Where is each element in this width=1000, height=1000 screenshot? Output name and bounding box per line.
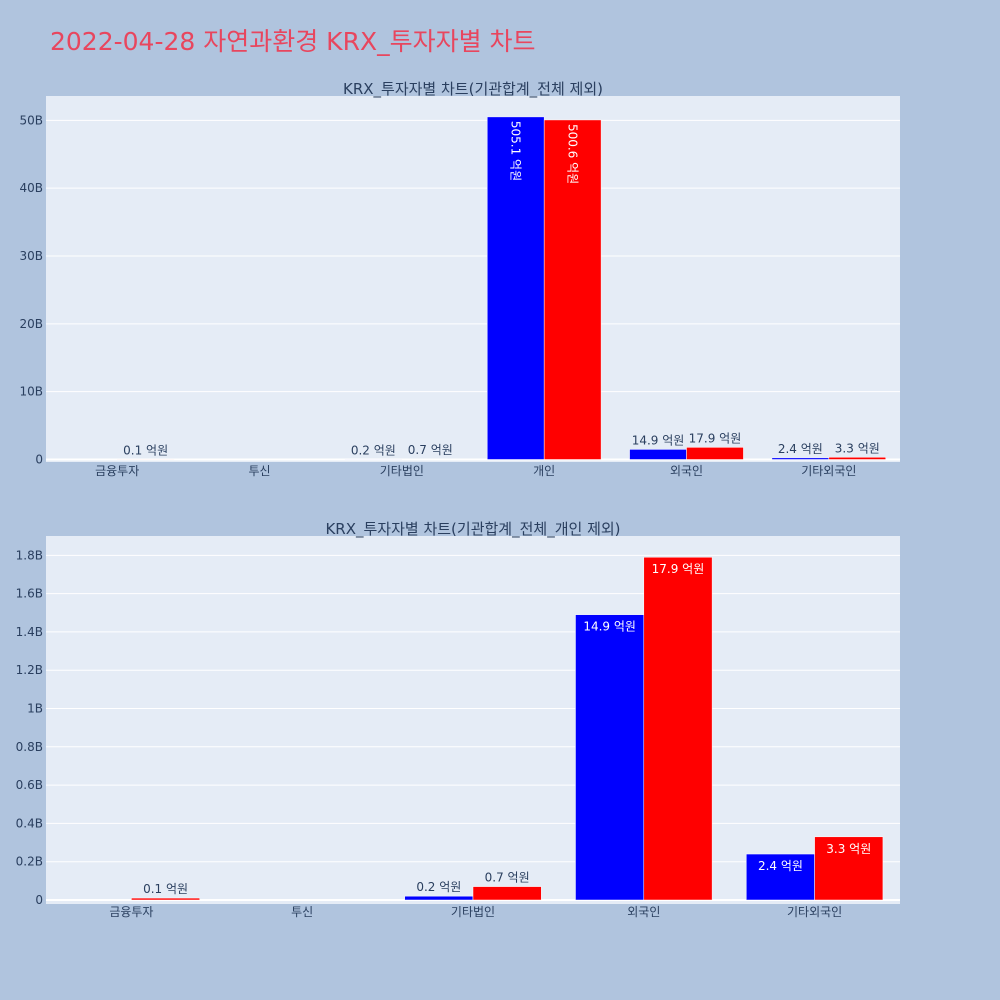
bar: [643, 556, 713, 901]
bar: [814, 836, 884, 901]
x-tick-label: 금융투자: [109, 905, 153, 919]
y-tick-label: 0.8B: [16, 740, 43, 754]
data-label: 0.1 억원: [123, 443, 168, 457]
data-label: 14.9 억원: [632, 433, 685, 447]
chart-bottom: KRX_투자자별 차트(기관합계_전체_개인 제외) 0 0.2B 0.4B 0.6B 0…: [16, 520, 900, 919]
data-label: 0.2 억원: [351, 443, 396, 457]
data-label: 0.1 억원: [143, 882, 188, 896]
x-tick-label: 금융투자: [95, 464, 139, 478]
data-label: 0.2 억원: [416, 880, 461, 894]
bar: [828, 457, 887, 460]
x-tick-label: 외국인: [670, 464, 703, 478]
bar: [771, 457, 830, 460]
y-tick-label: 1B: [27, 702, 43, 716]
chart-top: KRX_투자자별 차트(기관합계_전체 제외) 0 10B 20B 30B 40B 50B 금…: [19, 80, 900, 478]
data-label: 0.7 억원: [408, 443, 453, 457]
plot-area: [46, 536, 900, 904]
bar: [629, 449, 687, 460]
y-tick-label: 1.6B: [16, 587, 43, 601]
y-tick-label: 1.4B: [16, 625, 43, 639]
x-tick-label: 기타외국인: [787, 905, 842, 919]
y-tick-label: 1.8B: [16, 548, 43, 562]
bar: [575, 614, 645, 901]
y-tick-label: 0.2B: [16, 855, 43, 869]
x-tick-label: 기타외국인: [801, 464, 856, 478]
chart-title: KRX_투자자별 차트(기관합계_전체_개인 제외): [325, 520, 620, 539]
y-tick-label: 10B: [19, 385, 43, 399]
x-tick-label: 기타법인: [380, 464, 424, 478]
data-label: 17.9 억원: [652, 562, 705, 576]
x-tick-label: 외국인: [627, 905, 660, 919]
data-label: 505.1 억원: [509, 121, 523, 181]
bar: [686, 447, 744, 460]
data-label: 500.6 억원: [566, 124, 580, 184]
bar: [472, 886, 542, 901]
bar: [543, 119, 602, 460]
data-label: 14.9 억원: [583, 620, 636, 634]
data-label: 17.9 억원: [689, 431, 742, 445]
page-title: 2022-04-28 자연과환경 KRX_투자자별 차트: [50, 27, 536, 56]
y-tick-label: 0: [35, 893, 43, 907]
bar: [486, 116, 545, 460]
bar: [131, 897, 200, 901]
data-label: 2.4 억원: [758, 859, 803, 873]
data-label: 3.3 억원: [826, 842, 871, 856]
x-tick-label: 개인: [533, 464, 555, 478]
bar: [746, 853, 815, 901]
plot-area: [46, 96, 900, 462]
chart-title: KRX_투자자별 차트(기관합계_전체 제외): [343, 80, 603, 99]
y-tick-label: 1.2B: [16, 663, 43, 677]
y-tick-label: 50B: [19, 113, 43, 127]
y-tick-label: 30B: [19, 249, 43, 263]
bar: [404, 895, 474, 901]
y-tick-label: 0.4B: [16, 816, 43, 830]
y-tick-label: 0: [35, 453, 43, 467]
y-tick-label: 20B: [19, 317, 43, 331]
data-label: 0.7 억원: [485, 871, 530, 885]
data-label: 3.3 억원: [835, 441, 880, 455]
x-tick-label: 투신: [291, 905, 313, 919]
y-tick-label: 40B: [19, 181, 43, 195]
x-tick-label: 기타법인: [451, 905, 495, 919]
data-label: 2.4 억원: [778, 442, 823, 456]
x-tick-label: 투신: [248, 464, 270, 478]
y-tick-label: 0.6B: [16, 778, 43, 792]
